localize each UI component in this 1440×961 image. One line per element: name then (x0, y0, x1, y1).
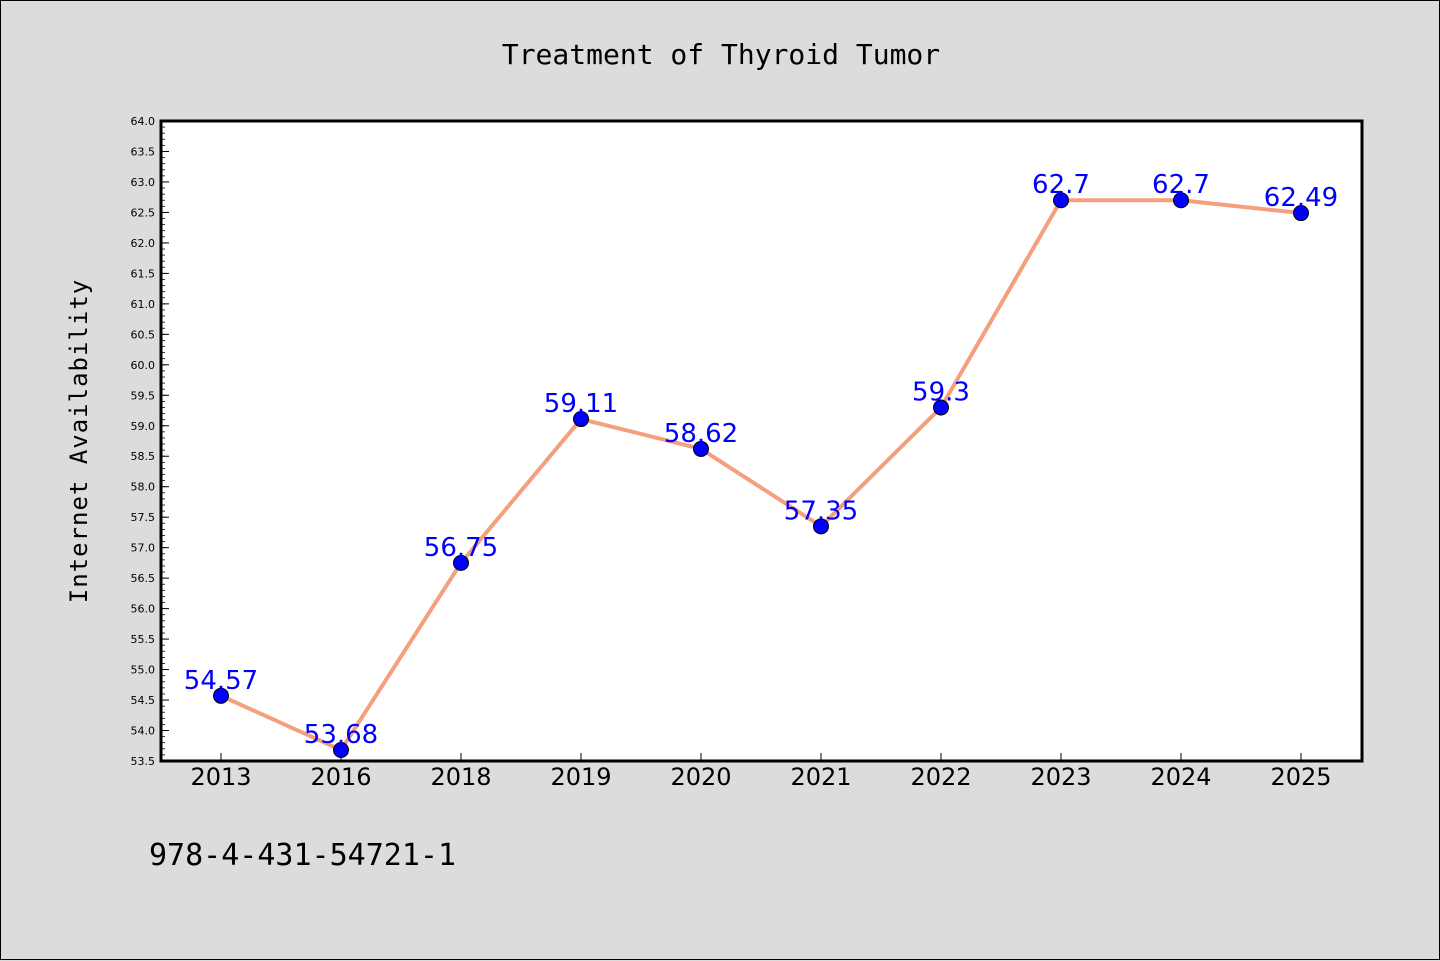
data-label-layer: 54.57 53.68 56.75 59.11 58.62 57.35 59.3 62.7 62… (184, 170, 1338, 750)
x-tick-label: 2021 (790, 763, 851, 791)
data-label-2021: 57.35 (784, 496, 858, 526)
plot-border (159, 119, 1364, 763)
data-point-2020 (693, 440, 709, 457)
x-tick-label: 2025 (1270, 763, 1331, 791)
y-tick-label: 56.5 (131, 572, 156, 585)
y-tick-label: 60.5 (131, 328, 156, 341)
y-tick-label: 61.0 (131, 298, 156, 311)
chart-title: Treatment of Thyroid Tumor (502, 38, 940, 71)
y-tick-label: 56.0 (131, 603, 156, 616)
y-tick-label: 62.0 (131, 237, 156, 250)
data-label-2023: 62.7 (1032, 170, 1090, 200)
x-tick-label: 2022 (910, 763, 971, 791)
series-line (220, 198, 1302, 753)
data-point-2022 (933, 399, 949, 416)
series-line-layer (220, 198, 1302, 753)
footer-isbn: 978-4-431-54721-1 (149, 838, 456, 873)
data-point-2023 (1053, 192, 1069, 209)
data-label-2025: 62.49 (1264, 183, 1338, 213)
x-tick-label: 2024 (1150, 763, 1211, 791)
data-point-2018 (453, 554, 469, 571)
y-tick-label: 64.0 (131, 115, 156, 128)
y-tick-label: 63.5 (131, 145, 156, 158)
data-point-2025 (1293, 205, 1309, 222)
y-axis-label: Internet Availability (65, 279, 93, 603)
y-tick-label: 60.0 (131, 359, 156, 372)
data-label-2020: 58.62 (664, 419, 738, 449)
x-tick-label: 2020 (670, 763, 731, 791)
x-tick-label: 2018 (430, 763, 491, 791)
data-label-2013: 54.57 (184, 666, 258, 696)
y-tick-label: 61.5 (131, 267, 156, 280)
data-point-2013 (213, 687, 229, 704)
marker-layer (213, 192, 1309, 759)
x-axis: 2013 2016 2018 2019 2020 2021 2022 2023 2024 2025 (190, 753, 1332, 791)
data-point-2019 (573, 411, 589, 428)
data-label-2019: 59.11 (544, 389, 618, 419)
data-point-2016 (333, 742, 349, 759)
y-tick-label: 57.0 (131, 542, 156, 555)
y-tick-label: 54.5 (131, 694, 156, 707)
x-tick-label: 2023 (1030, 763, 1091, 791)
data-label-2018: 56.75 (424, 533, 498, 563)
y-tick-label: 55.0 (131, 664, 156, 677)
y-tick-label: 58.5 (131, 450, 156, 463)
data-label-2016: 53.68 (304, 720, 378, 750)
data-point-2021 (813, 518, 829, 535)
y-tick-label: 54.0 (131, 725, 156, 738)
plot-area (161, 121, 1362, 761)
y-tick-label: 57.5 (131, 511, 156, 524)
y-tick-label: 62.5 (131, 206, 156, 219)
data-label-2024: 62.7 (1152, 170, 1210, 200)
data-label-2022: 59.3 (912, 377, 970, 407)
y-tick-label: 59.5 (131, 389, 156, 402)
x-tick-label: 2016 (310, 763, 371, 791)
x-tick-label: 2013 (190, 763, 251, 791)
y-tick-label: 58.0 (131, 481, 156, 494)
y-tick-label: 53.5 (131, 755, 156, 768)
y-tick-label: 59.0 (131, 420, 156, 433)
x-tick-label: 2019 (550, 763, 611, 791)
y-tick-label: 55.5 (131, 633, 156, 646)
data-point-2024 (1173, 192, 1189, 209)
y-tick-label: 63.0 (131, 176, 156, 189)
